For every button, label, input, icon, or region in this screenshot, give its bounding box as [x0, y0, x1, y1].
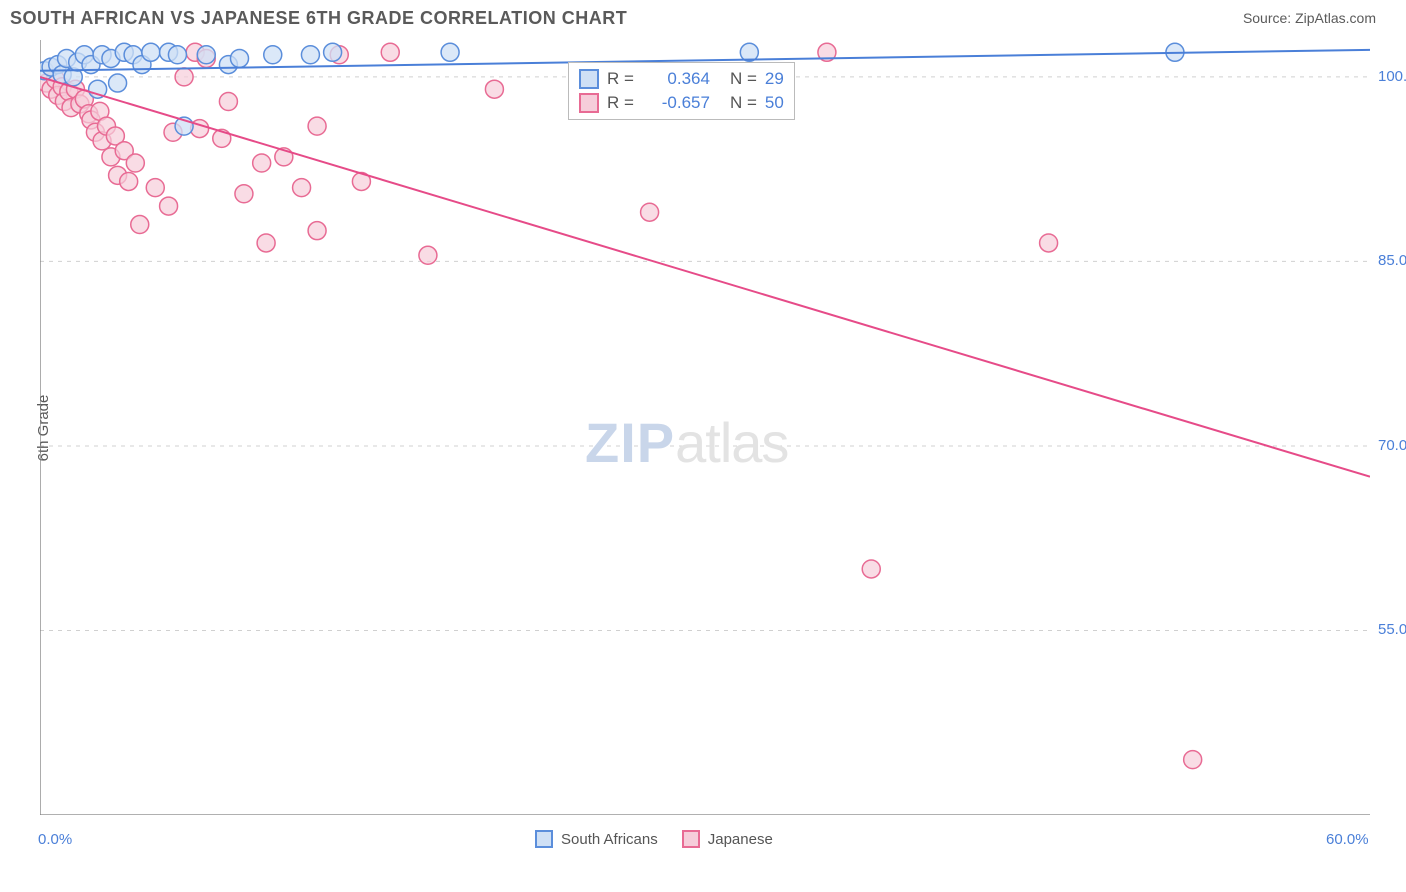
legend-label: Japanese	[708, 831, 773, 848]
source-attribution: Source: ZipAtlas.com	[1243, 10, 1376, 28]
y-tick-label: 100.0%	[1378, 68, 1406, 85]
stats-row: R = 0.364 N = 29	[579, 67, 784, 91]
source-prefix: Source:	[1243, 10, 1295, 26]
watermark: ZIPatlas	[585, 410, 788, 475]
y-tick-label: 55.0%	[1378, 621, 1406, 638]
series-legend: South Africans Japanese	[535, 830, 773, 848]
correlation-stats-box: R = 0.364 N = 29 R = -0.657 N = 50	[568, 62, 795, 120]
r-value: 0.364	[642, 69, 710, 89]
n-label: N =	[730, 69, 757, 89]
x-tick-label: 60.0%	[1326, 831, 1369, 848]
n-label: N =	[730, 93, 757, 113]
legend-swatch	[682, 830, 700, 848]
series-swatch	[579, 93, 599, 113]
legend-label: South Africans	[561, 831, 658, 848]
legend-item: South Africans	[535, 830, 658, 848]
legend-swatch	[535, 830, 553, 848]
watermark-bold: ZIP	[585, 411, 675, 474]
r-value: -0.657	[642, 93, 710, 113]
stats-row: R = -0.657 N = 50	[579, 91, 784, 115]
watermark-light: atlas	[675, 411, 788, 474]
source-name: ZipAtlas.com	[1295, 10, 1376, 26]
x-tick-label: 0.0%	[38, 831, 72, 848]
r-label: R =	[607, 93, 634, 113]
r-label: R =	[607, 69, 634, 89]
n-value: 50	[765, 93, 784, 113]
y-tick-label: 70.0%	[1378, 437, 1406, 454]
y-tick-label: 85.0%	[1378, 252, 1406, 269]
chart-title: SOUTH AFRICAN VS JAPANESE 6TH GRADE CORR…	[10, 8, 627, 29]
n-value: 29	[765, 69, 784, 89]
series-swatch	[579, 69, 599, 89]
legend-item: Japanese	[682, 830, 773, 848]
chart-container: 6th Grade R =0.364N =29R =-0.657N =50 ZI…	[40, 40, 1370, 815]
